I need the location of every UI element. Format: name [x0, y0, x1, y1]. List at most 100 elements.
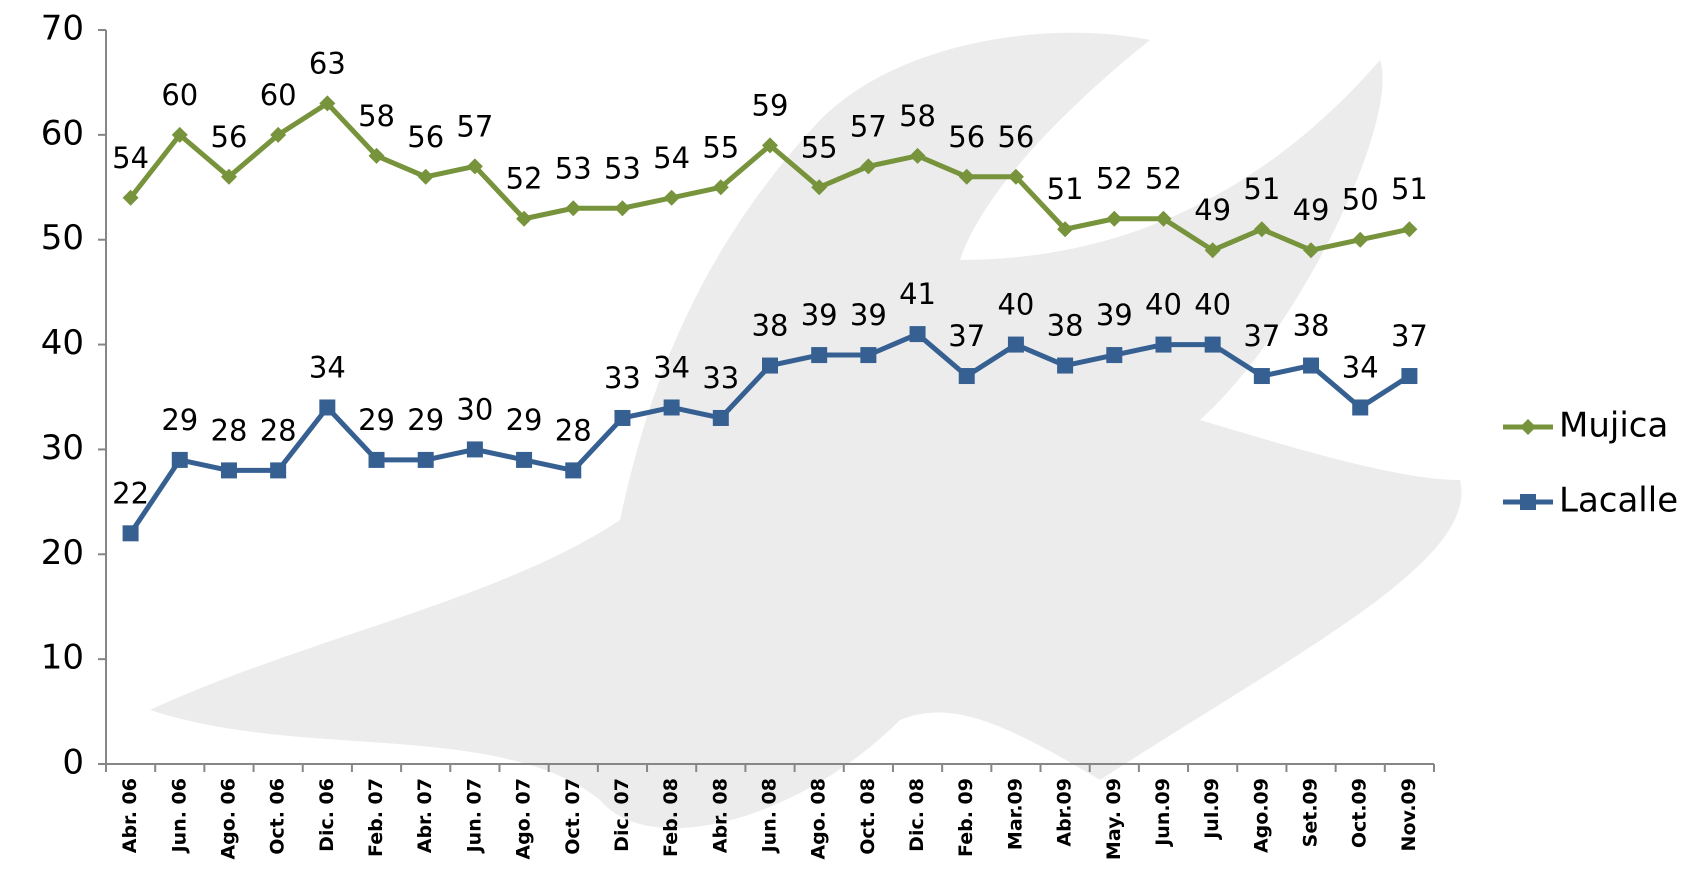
- legend-marker: [1520, 419, 1536, 435]
- x-tick-label: Dic. 06: [316, 778, 338, 852]
- data-label: 51: [1243, 172, 1280, 206]
- marker: [614, 200, 630, 216]
- data-label: 51: [1047, 172, 1084, 206]
- marker: [1401, 221, 1417, 237]
- data-label: 56: [948, 120, 985, 154]
- data-label: 54: [653, 141, 690, 175]
- data-label: 53: [555, 151, 592, 185]
- marker: [614, 410, 630, 426]
- x-tick-label: Jun. 08: [759, 778, 781, 854]
- marker: [713, 410, 729, 426]
- data-label: 39: [1096, 298, 1133, 332]
- marker: [910, 326, 926, 342]
- x-tick-label: Dic. 08: [906, 778, 928, 852]
- y-tick-label: 0: [62, 743, 84, 783]
- x-tick-label: May. 09: [1103, 778, 1125, 860]
- data-label: 40: [997, 288, 1034, 322]
- data-label: 28: [211, 413, 248, 447]
- data-label: 53: [604, 151, 641, 185]
- marker: [1155, 337, 1171, 353]
- data-label: 34: [309, 350, 346, 384]
- data-label: 38: [1293, 309, 1330, 343]
- marker: [319, 399, 335, 415]
- marker: [1008, 337, 1024, 353]
- legend-marker: [1520, 494, 1536, 510]
- marker: [123, 525, 139, 541]
- legend-label: Mujica: [1559, 406, 1668, 446]
- data-label: 57: [850, 109, 887, 143]
- marker: [664, 190, 680, 206]
- marker: [565, 462, 581, 478]
- x-tick-label: Jun.09: [1152, 778, 1174, 848]
- marker: [1401, 368, 1417, 384]
- marker: [565, 200, 581, 216]
- data-label: 60: [161, 78, 198, 112]
- marker: [1254, 368, 1270, 384]
- x-tick-label: Abr. 06: [119, 778, 141, 853]
- marker: [418, 452, 434, 468]
- marker: [811, 347, 827, 363]
- marker: [1352, 399, 1368, 415]
- data-label: 37: [1391, 319, 1428, 353]
- data-label: 63: [309, 46, 346, 80]
- data-label: 52: [506, 162, 543, 196]
- x-tick-label: Nov.09: [1398, 778, 1420, 851]
- x-tick-label: Jun. 07: [463, 778, 485, 854]
- data-label: 29: [358, 403, 395, 437]
- marker: [1057, 358, 1073, 374]
- y-tick-label: 10: [41, 638, 84, 678]
- data-label: 59: [752, 88, 789, 122]
- data-label: 39: [801, 298, 838, 332]
- x-tick-label: Jun. 06: [168, 778, 190, 854]
- marker: [860, 347, 876, 363]
- marker: [418, 169, 434, 185]
- data-label: 37: [948, 319, 985, 353]
- marker: [221, 462, 237, 478]
- data-label: 28: [555, 413, 592, 447]
- data-label: 52: [1145, 162, 1182, 196]
- data-label: 40: [1145, 288, 1182, 322]
- x-tick-label: Feb. 07: [365, 778, 387, 857]
- marker: [1106, 211, 1122, 227]
- x-tick-label: Set.09: [1300, 778, 1322, 847]
- data-label: 56: [407, 120, 444, 154]
- data-label: 58: [358, 99, 395, 133]
- x-tick-label: Oct. 06: [267, 778, 289, 855]
- marker: [1352, 232, 1368, 248]
- data-label: 55: [702, 130, 739, 164]
- data-label: 58: [899, 99, 936, 133]
- chart: 010203040506070Abr. 06Jun. 06Ago. 06Oct.…: [0, 0, 1707, 896]
- data-label: 51: [1391, 172, 1428, 206]
- x-tick-label: Ago.09: [1250, 778, 1272, 853]
- data-label: 41: [899, 277, 936, 311]
- x-tick-label: Abr. 08: [709, 778, 731, 853]
- data-label: 39: [850, 298, 887, 332]
- marker: [1106, 347, 1122, 363]
- y-tick-label: 30: [41, 428, 84, 468]
- marker: [762, 358, 778, 374]
- y-tick-label: 60: [41, 113, 84, 153]
- marker: [467, 441, 483, 457]
- data-label: 54: [112, 141, 149, 175]
- data-label: 33: [702, 361, 739, 395]
- data-label: 37: [1243, 319, 1280, 353]
- data-label: 34: [1342, 350, 1379, 384]
- data-label: 34: [653, 350, 690, 384]
- data-label: 60: [260, 78, 297, 112]
- x-tick-label: Ago. 06: [217, 778, 239, 860]
- marker: [1205, 337, 1221, 353]
- data-label: 52: [1096, 162, 1133, 196]
- y-tick-label: 20: [41, 533, 84, 573]
- data-label: 38: [752, 309, 789, 343]
- data-label: 30: [456, 392, 493, 426]
- x-tick-label: Ago. 08: [808, 778, 830, 860]
- data-label: 38: [1047, 309, 1084, 343]
- data-label: 29: [161, 403, 198, 437]
- x-tick-label: Abr. 07: [414, 778, 436, 853]
- marker: [369, 452, 385, 468]
- x-tick-label: Jul.09: [1201, 778, 1223, 841]
- x-tick-label: Feb. 09: [955, 778, 977, 857]
- marker: [172, 452, 188, 468]
- x-tick-label: Oct. 08: [857, 778, 879, 855]
- data-label: 55: [801, 130, 838, 164]
